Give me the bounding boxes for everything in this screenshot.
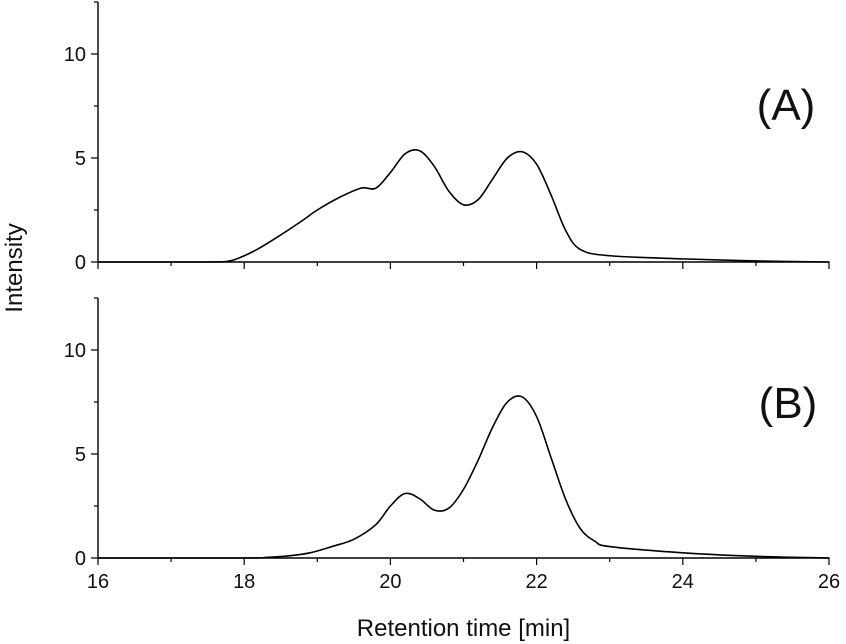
x-tick-label: 18 bbox=[233, 571, 255, 593]
x-axis-title: Retention time [min] bbox=[357, 615, 570, 642]
x-tick-label: 22 bbox=[525, 571, 547, 593]
x-tick-label: 24 bbox=[672, 571, 694, 593]
y-tick-label-a: 5 bbox=[75, 148, 86, 170]
x-tick-label: 26 bbox=[818, 571, 840, 593]
y-tick-label-b: 0 bbox=[75, 548, 86, 570]
intensity-trace-b bbox=[97, 395, 830, 559]
x-tick-label: 20 bbox=[379, 571, 401, 593]
panel-label-b: (B) bbox=[759, 379, 818, 428]
y-tick-label-b: 10 bbox=[64, 340, 86, 362]
panel-b: 0 5 10 16 18 20 22 24 26 (B) bbox=[64, 297, 840, 593]
panel-label-a: (A) bbox=[757, 81, 816, 130]
y-axis-title: Intensity bbox=[1, 223, 28, 312]
x-tick-label: 16 bbox=[87, 571, 109, 593]
intensity-trace-a bbox=[97, 149, 830, 263]
y-tick-label-a: 0 bbox=[75, 252, 86, 274]
panel-a: 0 5 10 (A) bbox=[64, 1, 830, 274]
y-tick-label-b: 5 bbox=[75, 444, 86, 466]
y-tick-label-a: 10 bbox=[64, 44, 86, 66]
